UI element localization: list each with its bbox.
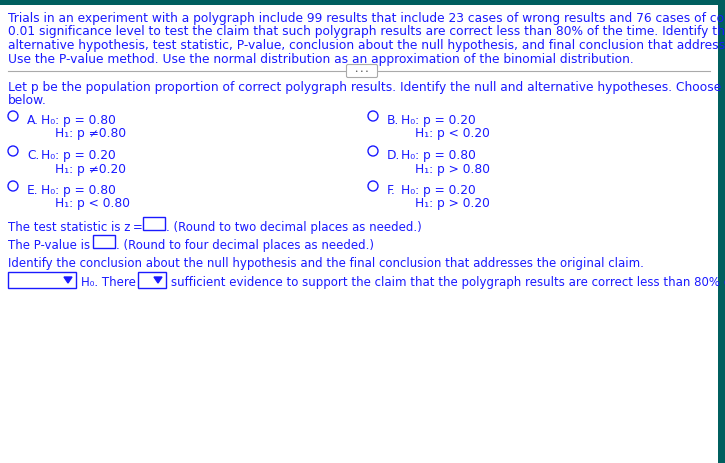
FancyBboxPatch shape (0, 0, 725, 6)
Text: Trials in an experiment with a polygraph include 99 results that include 23 case: Trials in an experiment with a polygraph… (8, 12, 725, 25)
FancyBboxPatch shape (8, 272, 76, 288)
Text: sufficient evidence to support the claim that the polygraph results are correct : sufficient evidence to support the claim… (171, 275, 725, 288)
FancyBboxPatch shape (143, 218, 165, 231)
Text: B.: B. (387, 114, 399, 127)
Text: Identify the conclusion about the null hypothesis and the final conclusion that : Identify the conclusion about the null h… (8, 257, 644, 269)
Text: Let p be the population proportion of correct polygraph results. Identify the nu: Let p be the population proportion of co… (8, 81, 725, 94)
Text: A.: A. (27, 114, 39, 127)
Text: H₀: p = 0.20: H₀: p = 0.20 (401, 184, 476, 197)
Text: Use the P-value method. Use the normal distribution as an approximation of the b: Use the P-value method. Use the normal d… (8, 52, 634, 65)
Text: H₁: p > 0.80: H₁: p > 0.80 (415, 162, 490, 175)
FancyBboxPatch shape (718, 0, 725, 463)
Text: . (Round to four decimal places as needed.): . (Round to four decimal places as neede… (116, 238, 374, 251)
Text: D.: D. (387, 149, 400, 162)
Text: F.: F. (387, 184, 396, 197)
Text: H₀. There: H₀. There (81, 275, 136, 288)
Text: H₁: p > 0.20: H₁: p > 0.20 (415, 197, 490, 210)
Text: The test statistic is z =: The test statistic is z = (8, 220, 145, 233)
Text: 0.01 significance level to test the claim that such polygraph results are correc: 0.01 significance level to test the clai… (8, 25, 725, 38)
Text: H₀: p = 0.80: H₀: p = 0.80 (41, 184, 116, 197)
Polygon shape (154, 277, 162, 283)
Text: H₁: p < 0.20: H₁: p < 0.20 (415, 127, 490, 140)
Text: H₀: p = 0.80: H₀: p = 0.80 (401, 149, 476, 162)
Text: H₀: p = 0.20: H₀: p = 0.20 (401, 114, 476, 127)
FancyBboxPatch shape (138, 272, 166, 288)
FancyBboxPatch shape (93, 236, 115, 249)
Text: E.: E. (27, 184, 38, 197)
Polygon shape (64, 277, 72, 283)
Text: below.: below. (8, 94, 47, 107)
Text: C.: C. (27, 149, 39, 162)
Text: alternative hypothesis, test statistic, P-value, conclusion about the null hypot: alternative hypothesis, test statistic, … (8, 39, 725, 52)
FancyBboxPatch shape (347, 65, 378, 78)
Text: H₁: p < 0.80: H₁: p < 0.80 (55, 197, 130, 210)
Text: H₁: p ≠0.20: H₁: p ≠0.20 (55, 162, 126, 175)
Text: . (Round to two decimal places as needed.): . (Round to two decimal places as needed… (166, 220, 422, 233)
Text: H₀: p = 0.20: H₀: p = 0.20 (41, 149, 116, 162)
Text: The P-value is: The P-value is (8, 238, 90, 251)
Text: H₀: p = 0.80: H₀: p = 0.80 (41, 114, 116, 127)
Text: • • •: • • • (355, 69, 369, 74)
Text: H₁: p ≠0.80: H₁: p ≠0.80 (55, 127, 126, 140)
